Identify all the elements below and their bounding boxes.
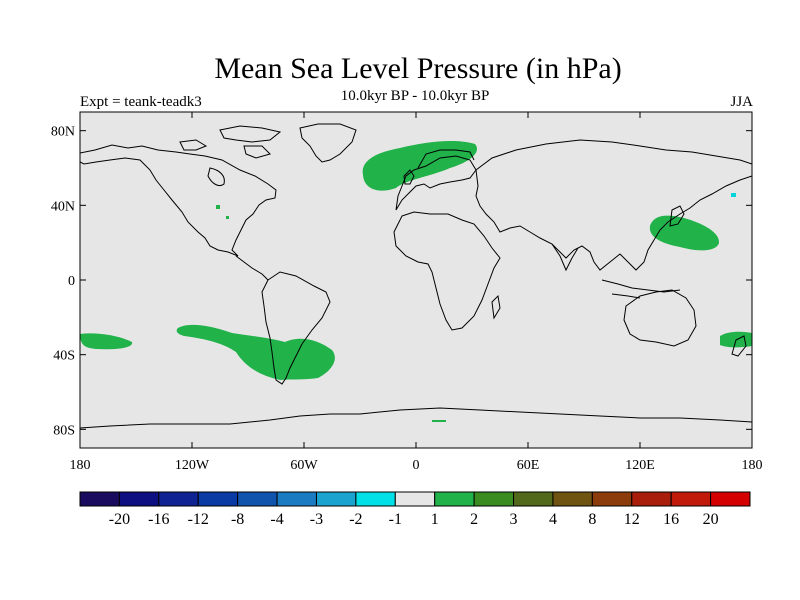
coast-japan	[669, 205, 685, 227]
coastlines	[80, 123, 752, 429]
colorbar-swatch	[631, 491, 672, 507]
page-subtitle: 10.0kyr BP - 10.0kyr BP	[340, 88, 490, 104]
y-tick-label: 80S	[53, 423, 75, 438]
colorbar-swatch	[315, 491, 357, 507]
coast-north-america	[80, 144, 277, 257]
colorbar-swatch	[394, 491, 436, 507]
colorbar-label: -4	[270, 511, 283, 528]
coast-europe	[395, 155, 477, 211]
colorbar-swatch	[473, 491, 515, 507]
y-tick-label: 40N	[51, 199, 75, 214]
colorbar-swatch	[237, 491, 278, 507]
colorbar-label: 16	[663, 511, 679, 528]
colorbar-swatch	[158, 491, 199, 507]
coast-africa	[393, 211, 501, 331]
colorbar-label: -8	[231, 511, 244, 528]
anomaly-regions	[80, 141, 752, 422]
region-northwest-pacific	[649, 215, 720, 251]
colorbar-label: -12	[188, 511, 209, 528]
coast-india	[551, 243, 579, 272]
colorbar-swatch	[197, 491, 239, 507]
colorbar-swatch	[434, 491, 475, 507]
colorbar-label: 2	[470, 511, 478, 528]
colorbar-label: 4	[549, 511, 557, 528]
coast-antarctica	[80, 407, 752, 429]
x-tick-label: 180	[742, 458, 763, 473]
region-antarctic-strip	[432, 420, 446, 422]
season-label: JJA	[730, 94, 753, 110]
colorbar-swatch	[355, 491, 396, 507]
region-small-atlantic-b	[226, 216, 229, 219]
coast-arctic-islands	[179, 125, 282, 159]
y-tick-label: 0	[68, 274, 75, 289]
coast-australia	[623, 289, 697, 347]
colorbar-swatch	[710, 491, 751, 507]
colorbar-label: -20	[109, 511, 130, 528]
colorbar-label: -1	[389, 511, 402, 528]
y-axis-ticks: 80N 40N 0 40S 80S	[51, 125, 752, 438]
x-tick-label: 120W	[175, 458, 210, 473]
colorbar-swatch	[670, 491, 712, 507]
coast-indonesia	[601, 279, 681, 299]
x-tick-label: 60W	[290, 458, 318, 473]
colorbar-swatch	[552, 491, 593, 507]
colorbar-label: -16	[148, 511, 169, 528]
colorbar-swatch	[591, 491, 633, 507]
colorbar-label: 12	[624, 511, 640, 528]
colorbar-label: 1	[431, 511, 439, 528]
region-north-pacific-small	[731, 193, 736, 197]
experiment-label: Expt = teank-teadk3	[80, 94, 202, 110]
coast-madagascar	[491, 294, 501, 320]
colorbar-label: 8	[588, 511, 596, 528]
coast-scandinavia	[417, 149, 475, 169]
x-axis-ticks: 180 120W 60W 0 60E 120E 180	[70, 112, 763, 473]
region-southeast-pacific-west	[80, 333, 133, 350]
x-tick-label: 60E	[517, 458, 540, 473]
coast-new-zealand	[731, 335, 747, 357]
region-small-atlantic-a	[216, 205, 220, 209]
region-south-pacific-band	[176, 324, 335, 380]
colorbar-label: 3	[510, 511, 518, 528]
coast-greenland	[299, 123, 357, 163]
region-north-atlantic	[362, 141, 478, 191]
y-tick-label: 40S	[53, 349, 75, 364]
coast-asia	[475, 139, 752, 271]
x-tick-label: 0	[413, 458, 420, 473]
page-title: Mean Sea Level Pressure (in hPa)	[214, 52, 622, 85]
coast-central-america	[235, 255, 269, 281]
colorbar-swatch	[118, 491, 160, 507]
coast-south-america	[261, 271, 331, 385]
colorbar-label: -3	[310, 511, 323, 528]
coast-uk	[403, 169, 415, 185]
colorbar-label: 20	[703, 511, 719, 528]
x-tick-label: 180	[70, 458, 91, 473]
colorbar-swatch	[79, 491, 120, 507]
colorbar: -20 -16 -12 -8 -4 -3 -2 -1 1 2 3 4 8 12 16 20	[79, 491, 751, 528]
x-tick-label: 120E	[625, 458, 655, 473]
y-tick-label: 80N	[51, 125, 75, 140]
colorbar-swatch	[513, 491, 554, 507]
colorbar-swatch	[276, 491, 317, 507]
coast-hudson	[207, 167, 225, 187]
colorbar-label: -2	[349, 511, 362, 528]
